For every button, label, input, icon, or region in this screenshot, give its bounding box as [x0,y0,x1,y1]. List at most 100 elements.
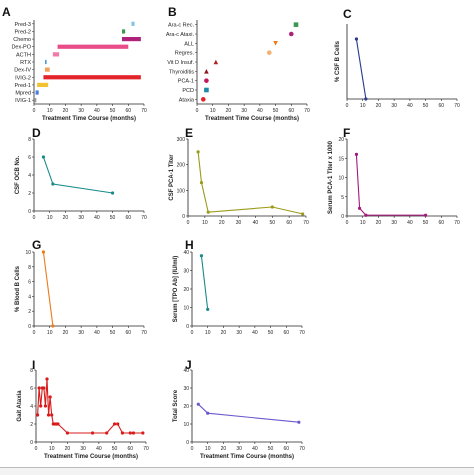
event-marker [273,41,278,46]
category-label: PCD [182,88,194,94]
gantt-bar [34,98,37,103]
x-tick-label: 50 [112,446,118,452]
x-tick-label: 60 [128,446,134,452]
data-point [37,386,41,390]
x-tick-label: 20 [226,108,232,114]
gantt-bar [122,29,126,34]
x-tick-label: 0 [346,220,349,226]
y-tick-label: 200 [177,163,186,169]
x-tick-label: 0 [33,108,36,114]
data-point [90,431,95,435]
x-tick-label: 10 [202,220,208,226]
x-tick-label: 50 [270,220,276,226]
x-tick-label: 20 [221,330,227,336]
y-tick-label: 20 [183,287,189,293]
data-point [141,431,145,435]
category-label: Thyroiditis [169,69,194,75]
x-tick-label: 10 [205,446,211,452]
panel-label-c: C [343,7,352,21]
data-point [364,213,368,217]
x-tick-label: 20 [219,220,225,226]
data-point [196,402,200,406]
gantt-bar [43,75,141,80]
category-label: ALL [184,41,194,47]
x-tick-label: 60 [126,215,132,221]
x-axis-title: Treatment Time Course (months) [205,116,299,122]
x-tick-label: 70 [299,330,305,336]
x-tick-label: 70 [454,220,460,226]
x-tick-label: 70 [141,108,147,114]
x-tick-label: 70 [303,220,309,226]
y-tick-label: 10 [25,250,31,256]
gantt-bar [52,52,60,57]
category-label: ACTH [16,52,31,58]
x-tick-label: 60 [439,103,445,109]
panel-label-a: A [2,5,11,19]
data-point [50,413,54,417]
x-tick-label: 0 [33,330,36,336]
event-marker [204,78,209,83]
x-tick-label: 40 [252,330,258,336]
x-tick-label: 50 [110,215,116,221]
gantt-bar [57,44,129,49]
x-tick-label: 70 [143,446,149,452]
data-point [41,155,46,159]
x-tick-label: 10 [205,330,211,336]
x-tick-label: 20 [63,215,69,221]
x-tick-label: 0 [191,446,194,452]
data-point [297,420,301,424]
data-point [39,404,43,408]
x-tick-label: 40 [94,330,100,336]
y-tick-label: 6 [28,155,31,161]
y-axis-title: % CSF B Cells [335,40,341,82]
x-tick-label: 10 [47,215,53,221]
data-point [196,150,200,154]
y-tick-label: 10 [183,306,189,312]
category-label: Dex-IV [14,68,31,74]
event-marker [204,69,209,74]
series-line [197,403,299,423]
x-tick-label: 20 [376,103,382,109]
data-point [35,413,40,417]
x-tick-label: 30 [78,330,84,336]
x-tick-label: 10 [47,330,53,336]
y-tick-label: 8 [28,265,31,271]
gantt-bar [122,36,141,42]
x-tick-label: 40 [94,215,100,221]
y-axis-title: % Blood B Cells [15,265,21,312]
x-tick-label: 70 [304,108,310,114]
y-axis-title: CSF OCB No. [15,156,21,195]
x-tick-label: 20 [63,330,69,336]
data-point [46,413,51,417]
x-tick-label: 30 [78,108,84,114]
y-tick-label: 4 [28,294,31,300]
series-line [200,255,209,310]
x-tick-label: 20 [221,446,227,452]
x-tick-label: 60 [126,330,132,336]
x-tick-label: 50 [423,220,429,226]
data-point [41,250,46,254]
series-line [355,154,426,216]
data-point [357,206,362,210]
x-tick-label: 40 [252,446,258,452]
data-point [206,307,210,311]
x-tick-label: 0 [346,103,349,109]
data-point [131,431,136,435]
category-label: PCA-1 [178,79,194,85]
y-tick-label: 100 [177,188,186,194]
y-tick-label: 2 [30,422,33,428]
y-tick-label: 30 [183,386,189,392]
x-tick-label: 70 [299,446,305,452]
x-tick-label: 40 [96,446,102,452]
x-tick-label: 50 [423,103,429,109]
y-tick-label: 4 [30,404,33,410]
x-axis-title: Treatment Time Course (months) [44,454,138,460]
event-marker [204,87,209,93]
y-tick-label: 2 [28,191,31,197]
y-tick-label: 10 [183,422,189,428]
x-tick-label: 60 [289,108,295,114]
panel-label-i: I [32,358,35,372]
data-point [120,431,125,435]
y-axis-title: CSF PCA-1 Titer [169,154,175,201]
category-label: Vit D Insuf. [167,60,194,66]
